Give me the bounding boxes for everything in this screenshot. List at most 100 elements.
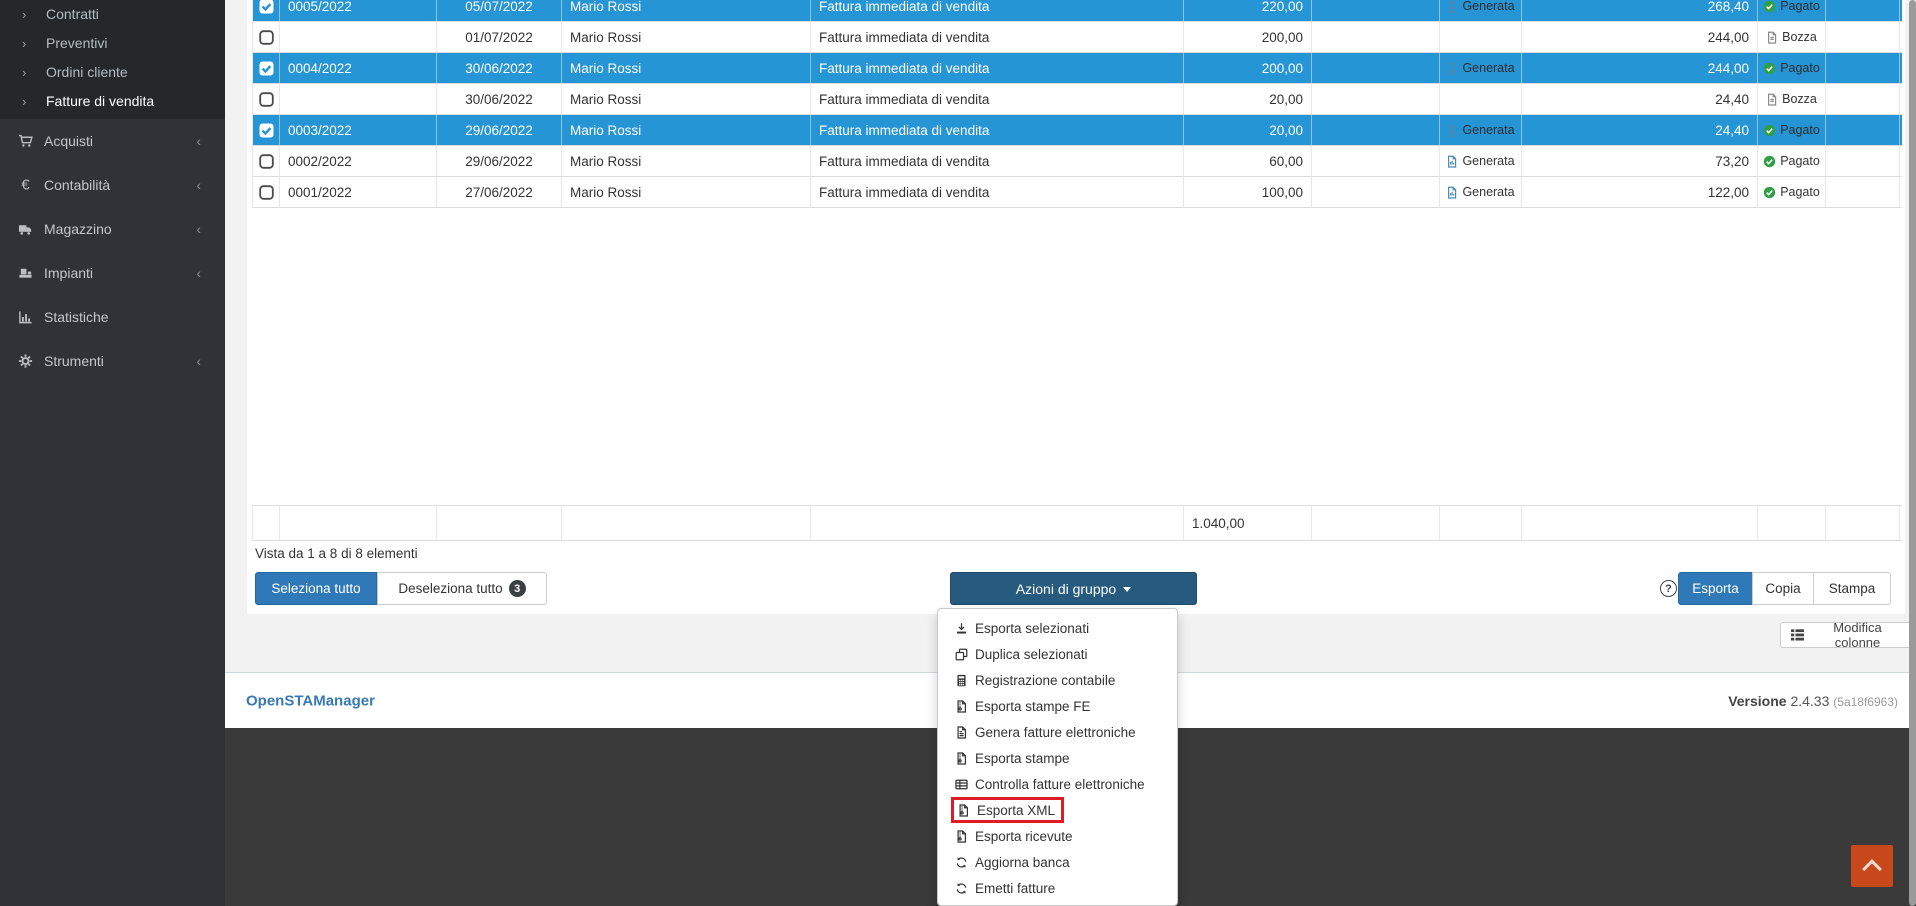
sidebar-subitem-fatture-di-vendita[interactable]: › Fatture di vendita: [0, 87, 225, 116]
export-button[interactable]: Esporta: [1678, 572, 1753, 605]
cell-cliente: Mario Rossi: [562, 53, 811, 83]
row-checkbox[interactable]: [252, 146, 280, 176]
table-row[interactable]: 0005/2022 05/07/2022 Mario Rossi Fattura im…: [252, 0, 1902, 22]
cell-totale: 73,20: [1522, 146, 1758, 176]
cell-empty: [1826, 115, 1900, 145]
sidebar-item-magazzino[interactable]: Magazzino ‹: [0, 207, 225, 251]
scroll-to-top-button[interactable]: [1851, 845, 1893, 887]
menu-item-esporta-stampe[interactable]: Esporta stampe: [938, 745, 1177, 771]
pagination-info: Vista da 1 a 8 di 8 elementi: [255, 546, 418, 561]
menu-item-controlla-fatture-elettroniche[interactable]: Controlla fatture elettroniche: [938, 771, 1177, 797]
sidebar-subitem-ordini-cliente[interactable]: › Ordini cliente: [0, 58, 225, 87]
cell-empty: [1312, 53, 1440, 83]
cell-stato: Pagato: [1758, 0, 1826, 21]
cell-stato: Pagato: [1758, 53, 1826, 83]
cell-empty: [1826, 22, 1900, 52]
payment-status-badge: Pagato: [1763, 185, 1820, 199]
menu-item-genera-fatture-elettroniche[interactable]: Genera fatture elettroniche: [938, 719, 1177, 745]
deselect-all-label: Deseleziona tutto: [398, 581, 503, 596]
truck-icon: [17, 221, 34, 238]
copy-button[interactable]: Copia: [1752, 572, 1814, 605]
cell-empty: [1826, 177, 1900, 207]
cell-imponibile: 20,00: [1184, 84, 1312, 114]
cell-fattura-elettronica: Generata: [1440, 53, 1522, 83]
generata-file-icon: [1446, 155, 1458, 168]
download-icon: [954, 621, 968, 635]
menu-item-emetti-fatture[interactable]: Emetti fatture: [938, 875, 1177, 901]
sidebar-item-impianti[interactable]: Impianti ‹: [0, 251, 225, 295]
table-row[interactable]: 30/06/2022 Mario Rossi Fattura immediata d…: [252, 84, 1902, 115]
footer-cell: [437, 506, 562, 540]
sidebar-item-strumenti[interactable]: Strumenti ‹: [0, 339, 225, 383]
menu-item-duplica-selezionati[interactable]: Duplica selezionati: [938, 641, 1177, 667]
cell-fattura-elettronica: [1440, 22, 1522, 52]
cell-empty: [1312, 177, 1440, 207]
generata-file-icon: [1446, 62, 1458, 75]
group-actions-label: Azioni di gruppo: [1015, 580, 1117, 597]
menu-item-registrazione-contabile[interactable]: Registrazione contabile: [938, 667, 1177, 693]
cell-stato: Pagato: [1758, 146, 1826, 176]
row-checkbox[interactable]: [252, 0, 280, 21]
group-actions-button[interactable]: Azioni di gruppo: [950, 572, 1197, 605]
table-row[interactable]: 0003/2022 29/06/2022 Mario Rossi Fattura im…: [252, 115, 1902, 146]
menu-item-esporta-xml[interactable]: Esporta XML: [938, 797, 1177, 823]
menu-item-esporta-selezionati[interactable]: Esporta selezionati: [938, 615, 1177, 641]
footer-total-imponibile: 1.040,00: [1184, 506, 1312, 540]
cell-cliente: Mario Rossi: [562, 84, 811, 114]
row-checkbox[interactable]: [252, 115, 280, 145]
cell-numero: 0002/2022: [280, 146, 437, 176]
table-row[interactable]: 0002/2022 29/06/2022 Mario Rossi Fattura im…: [252, 146, 1902, 177]
row-checkbox[interactable]: [252, 177, 280, 207]
fe-status-badge: Generata: [1446, 61, 1515, 75]
cell-numero: 0005/2022: [280, 0, 437, 21]
table-row[interactable]: 0001/2022 27/06/2022 Mario Rossi Fattura im…: [252, 177, 1902, 208]
page-scrollbar[interactable]: [1909, 0, 1916, 906]
menu-item-esporta-ricevute[interactable]: Esporta ricevute: [938, 823, 1177, 849]
row-checkbox[interactable]: [252, 84, 280, 114]
payment-status-badge: Pagato: [1763, 154, 1820, 168]
bozza-file-icon: [1766, 93, 1778, 106]
cell-cliente: Mario Rossi: [562, 22, 811, 52]
cell-data: 01/07/2022: [437, 22, 562, 52]
cell-empty: [1826, 84, 1900, 114]
fe-status-badge: Generata: [1446, 0, 1515, 13]
payment-status-badge: Bozza: [1766, 92, 1817, 106]
chevron-left-icon: ‹: [196, 221, 201, 237]
cell-imponibile: 100,00: [1184, 177, 1312, 207]
sidebar-item-statistiche[interactable]: Statistiche: [0, 295, 225, 339]
fe-status-badge: Generata: [1446, 123, 1515, 137]
refresh-icon: [954, 881, 968, 895]
brand-link[interactable]: OpenSTAManager: [246, 692, 375, 709]
payment-status-badge: Pagato: [1763, 61, 1820, 75]
row-checkbox[interactable]: [252, 22, 280, 52]
cell-tipo-documento: Fattura immediata di vendita: [811, 84, 1184, 114]
sidebar-subitem-contratti[interactable]: › Contratti: [0, 0, 225, 29]
table-icon: [954, 777, 968, 791]
refresh-icon: [954, 855, 968, 869]
table-row[interactable]: 01/07/2022 Mario Rossi Fattura immediata d…: [252, 22, 1902, 53]
modify-columns-button[interactable]: Modifica colonne: [1780, 620, 1916, 650]
row-checkbox[interactable]: [252, 53, 280, 83]
cell-tipo-documento: Fattura immediata di vendita: [811, 0, 1184, 21]
sidebar-item-acquisti[interactable]: Acquisti ‹: [0, 119, 225, 163]
impianti-icon: [17, 265, 34, 282]
menu-item-esporta-stampe-fe[interactable]: Esporta stampe FE: [938, 693, 1177, 719]
paid-check-icon: [1763, 155, 1776, 168]
deselect-all-button[interactable]: Deseleziona tutto 3: [377, 572, 547, 605]
cell-stato: Pagato: [1758, 177, 1826, 207]
chevron-left-icon: ‹: [196, 353, 201, 369]
table-row[interactable]: 0004/2022 30/06/2022 Mario Rossi Fattura im…: [252, 53, 1902, 84]
cell-data: 29/06/2022: [437, 146, 562, 176]
select-all-button[interactable]: Seleziona tutto: [255, 572, 377, 605]
sidebar-subitem-preventivi[interactable]: › Preventivi: [0, 29, 225, 58]
sidebar-item-contabilita[interactable]: € Contabilità ‹: [0, 163, 225, 207]
menu-item-aggiorna-banca[interactable]: Aggiorna banca: [938, 849, 1177, 875]
print-button[interactable]: Stampa: [1813, 572, 1891, 605]
chart-bar-icon: [17, 309, 34, 326]
help-icon[interactable]: ?: [1660, 580, 1677, 597]
footer-cell: [1826, 506, 1900, 540]
cell-tipo-documento: Fattura immediata di vendita: [811, 53, 1184, 83]
chevron-left-icon: ‹: [196, 177, 201, 193]
cell-cliente: Mario Rossi: [562, 146, 811, 176]
cell-data: 30/06/2022: [437, 84, 562, 114]
